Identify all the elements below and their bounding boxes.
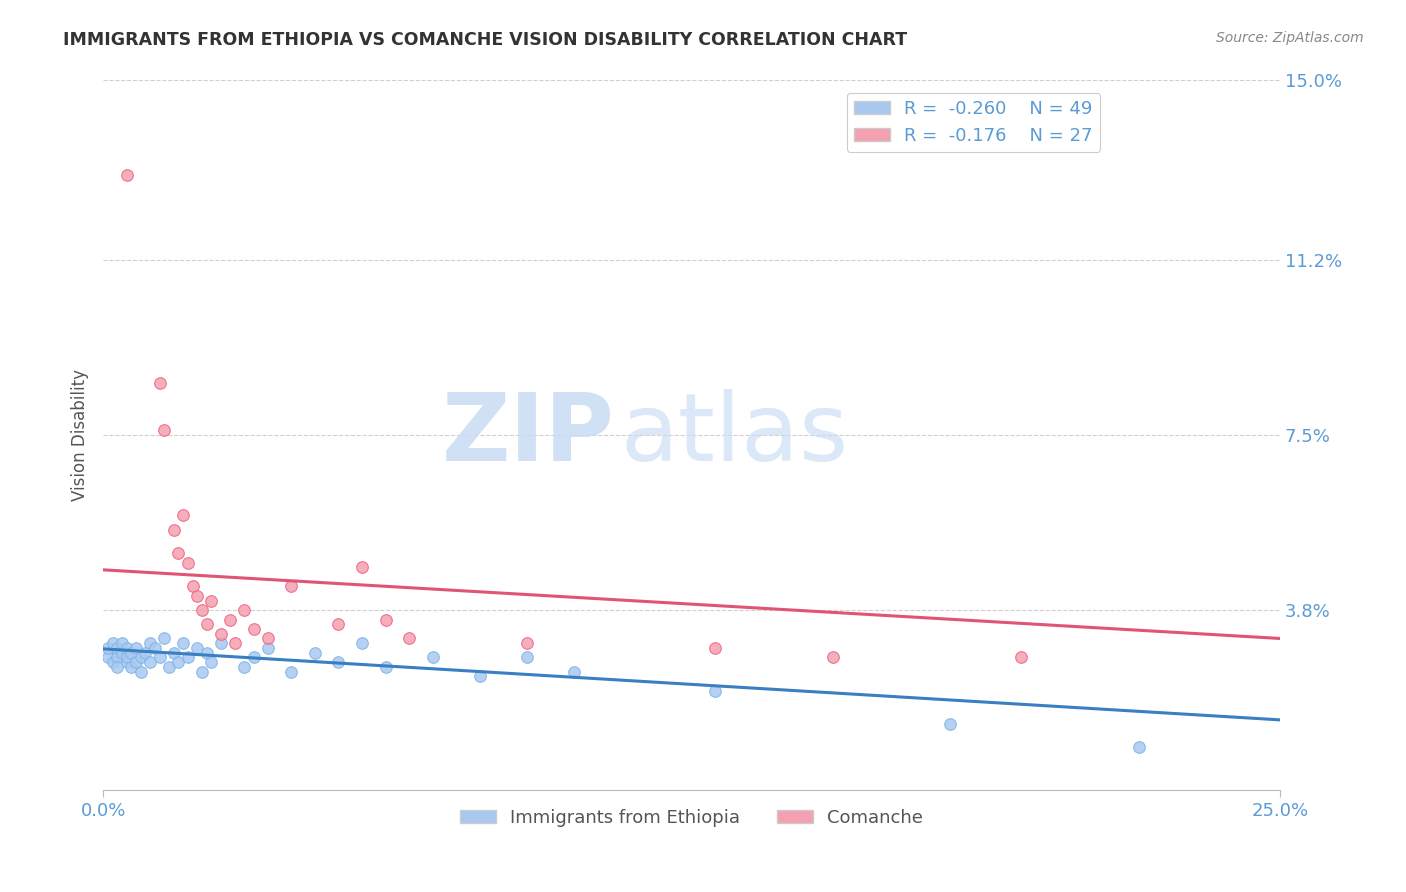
Point	[422, 650, 444, 665]
Point	[186, 640, 208, 655]
Point	[143, 640, 166, 655]
Point	[304, 646, 326, 660]
Point	[97, 640, 120, 655]
Point	[1128, 740, 1150, 755]
Point	[139, 636, 162, 650]
Point	[181, 579, 204, 593]
Point	[111, 636, 134, 650]
Point	[163, 523, 186, 537]
Point	[209, 636, 232, 650]
Point	[172, 636, 194, 650]
Point	[120, 660, 142, 674]
Point	[233, 660, 256, 674]
Point	[350, 636, 373, 650]
Point	[704, 683, 727, 698]
Point	[134, 646, 156, 660]
Point	[115, 168, 138, 182]
Point	[280, 665, 302, 679]
Point	[186, 589, 208, 603]
Legend: Immigrants from Ethiopia, Comanche: Immigrants from Ethiopia, Comanche	[453, 802, 931, 834]
Point	[125, 655, 148, 669]
Point	[1010, 650, 1032, 665]
Point	[468, 669, 491, 683]
Point	[516, 650, 538, 665]
Point	[105, 660, 128, 674]
Point	[115, 655, 138, 669]
Point	[139, 655, 162, 669]
Point	[516, 636, 538, 650]
Point	[191, 665, 214, 679]
Point	[195, 646, 218, 660]
Point	[328, 655, 350, 669]
Text: IMMIGRANTS FROM ETHIOPIA VS COMANCHE VISION DISABILITY CORRELATION CHART: IMMIGRANTS FROM ETHIOPIA VS COMANCHE VIS…	[63, 31, 907, 49]
Point	[115, 650, 138, 665]
Point	[153, 423, 176, 437]
Point	[115, 640, 138, 655]
Point	[242, 650, 264, 665]
Point	[374, 660, 396, 674]
Point	[562, 665, 585, 679]
Point	[101, 636, 124, 650]
Point	[200, 593, 222, 607]
Point	[209, 626, 232, 640]
Point	[219, 613, 242, 627]
Point	[125, 640, 148, 655]
Point	[129, 665, 152, 679]
Point	[224, 636, 246, 650]
Point	[257, 632, 280, 646]
Point	[105, 640, 128, 655]
Point	[97, 650, 120, 665]
Point	[153, 632, 176, 646]
Point	[172, 508, 194, 523]
Point	[939, 716, 962, 731]
Point	[105, 650, 128, 665]
Point	[149, 376, 172, 390]
Point	[111, 646, 134, 660]
Point	[821, 650, 844, 665]
Point	[177, 650, 200, 665]
Point	[704, 640, 727, 655]
Point	[167, 655, 190, 669]
Point	[167, 546, 190, 560]
Point	[233, 603, 256, 617]
Y-axis label: Vision Disability: Vision Disability	[72, 369, 89, 501]
Point	[398, 632, 420, 646]
Point	[195, 617, 218, 632]
Point	[200, 655, 222, 669]
Text: ZIP: ZIP	[441, 389, 614, 481]
Point	[374, 613, 396, 627]
Point	[328, 617, 350, 632]
Text: atlas: atlas	[621, 389, 849, 481]
Point	[157, 660, 180, 674]
Point	[120, 646, 142, 660]
Text: Source: ZipAtlas.com: Source: ZipAtlas.com	[1216, 31, 1364, 45]
Point	[242, 622, 264, 636]
Point	[191, 603, 214, 617]
Point	[350, 560, 373, 574]
Point	[163, 646, 186, 660]
Point	[149, 650, 172, 665]
Point	[280, 579, 302, 593]
Point	[177, 556, 200, 570]
Point	[101, 655, 124, 669]
Point	[129, 650, 152, 665]
Point	[257, 640, 280, 655]
